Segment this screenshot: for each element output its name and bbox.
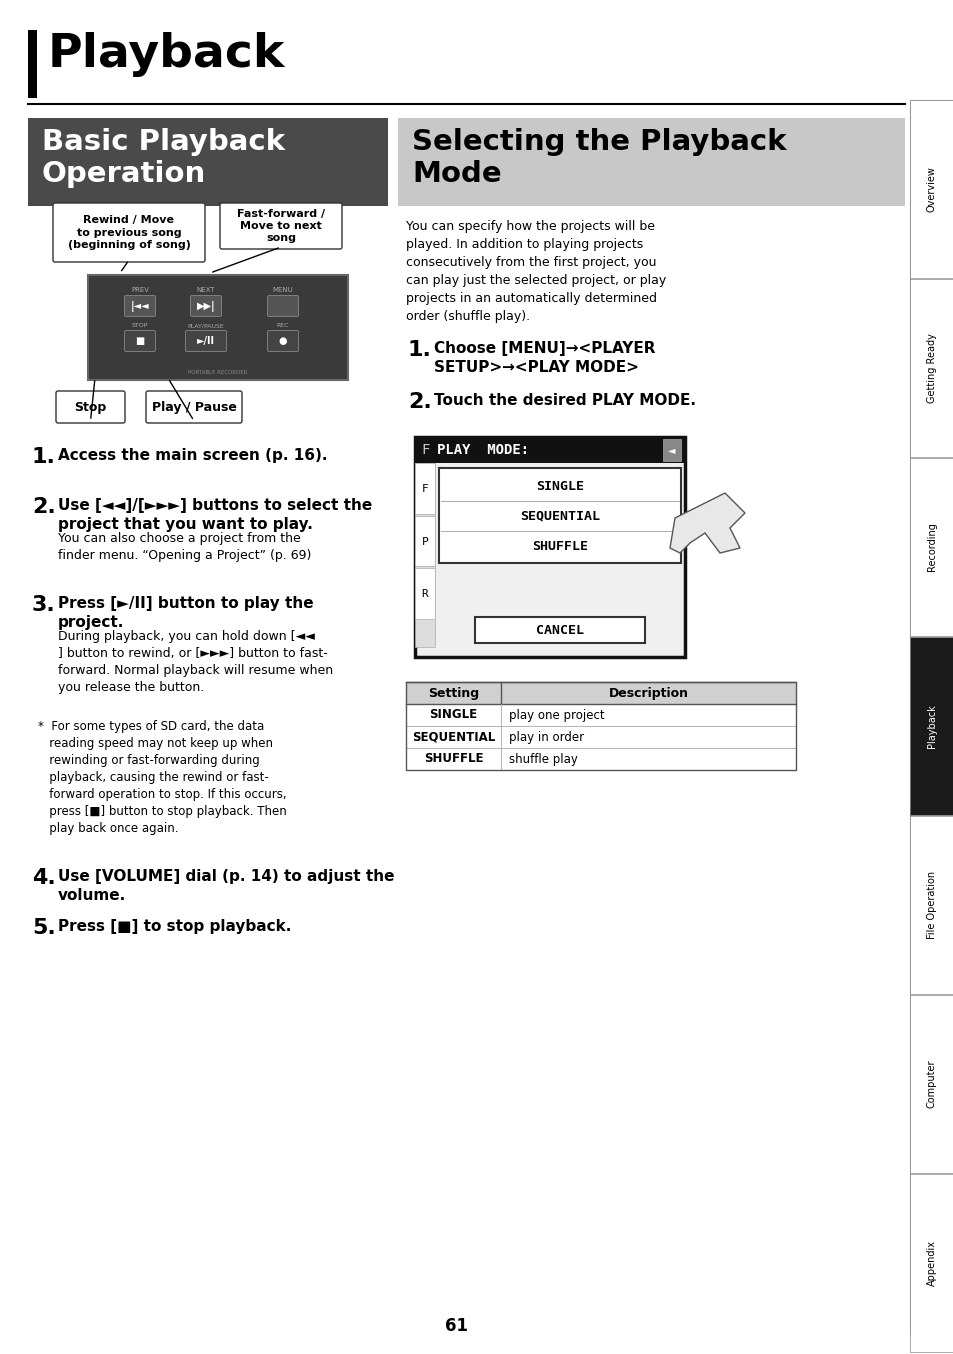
Text: Play / Pause: Play / Pause: [152, 401, 236, 413]
Text: You can specify how the projects will be
played. In addition to playing projects: You can specify how the projects will be…: [406, 219, 665, 324]
FancyBboxPatch shape: [56, 391, 125, 422]
Bar: [909, 816, 953, 994]
Text: SHUFFLE: SHUFFLE: [423, 753, 483, 765]
Bar: [406, 682, 795, 704]
Bar: [415, 437, 684, 463]
Bar: [415, 463, 435, 513]
Bar: [415, 437, 684, 657]
Text: ►/II: ►/II: [196, 336, 214, 347]
Text: Appendix: Appendix: [926, 1240, 936, 1286]
Text: 4.: 4.: [32, 868, 55, 888]
Bar: [397, 118, 904, 206]
Bar: [88, 275, 348, 380]
Polygon shape: [669, 493, 744, 552]
Text: Playback: Playback: [48, 32, 285, 77]
FancyBboxPatch shape: [267, 330, 298, 352]
FancyBboxPatch shape: [125, 295, 155, 317]
Text: ■: ■: [135, 336, 145, 347]
Bar: [909, 458, 953, 636]
Text: SINGLE: SINGLE: [429, 708, 477, 722]
Text: Use [VOLUME] dial (p. 14) to adjust the
volume.: Use [VOLUME] dial (p. 14) to adjust the …: [58, 869, 395, 903]
Bar: [909, 100, 953, 1334]
Text: 2.: 2.: [408, 393, 432, 412]
Bar: [909, 636, 953, 815]
Text: During playback, you can hold down [◄◄
] button to rewind, or [►►►] button to fa: During playback, you can hold down [◄◄ ]…: [58, 630, 333, 695]
Bar: [909, 279, 953, 458]
Bar: [28, 30, 37, 97]
FancyBboxPatch shape: [267, 295, 298, 317]
Text: 2.: 2.: [32, 497, 55, 517]
Bar: [662, 439, 680, 460]
Bar: [438, 468, 680, 563]
Text: Recording: Recording: [926, 523, 936, 571]
Text: 3.: 3.: [32, 594, 55, 615]
Text: F: F: [420, 443, 429, 458]
Bar: [415, 516, 435, 566]
Bar: [415, 463, 435, 647]
Text: SEQUENTIAL: SEQUENTIAL: [412, 731, 495, 743]
Text: SEQUENTIAL: SEQUENTIAL: [519, 509, 599, 523]
Text: Playback: Playback: [926, 704, 936, 747]
Text: Stop: Stop: [74, 401, 107, 413]
Text: You can also choose a project from the
finder menu. “Opening a Project” (p. 69): You can also choose a project from the f…: [58, 532, 311, 562]
Text: Basic Playback
Operation: Basic Playback Operation: [42, 129, 285, 188]
Text: PLAY  MODE:: PLAY MODE:: [436, 443, 529, 458]
Text: CANCEL: CANCEL: [536, 623, 583, 636]
Text: 5.: 5.: [32, 918, 55, 938]
Text: Description: Description: [608, 686, 688, 700]
Text: shuffle play: shuffle play: [509, 753, 578, 765]
Bar: [475, 617, 644, 643]
Text: MENU: MENU: [273, 287, 294, 292]
Text: SHUFFLE: SHUFFLE: [532, 539, 587, 552]
FancyBboxPatch shape: [185, 330, 226, 352]
FancyBboxPatch shape: [146, 391, 242, 422]
Text: ●: ●: [278, 336, 287, 347]
Bar: [909, 100, 953, 278]
Bar: [415, 569, 435, 619]
Text: File Operation: File Operation: [926, 871, 936, 940]
Text: 1.: 1.: [32, 447, 56, 467]
Text: Setting: Setting: [428, 686, 478, 700]
Text: play one project: play one project: [509, 708, 604, 722]
Text: PORTABLE RECORDER: PORTABLE RECORDER: [188, 370, 248, 375]
Text: NEXT: NEXT: [196, 287, 215, 292]
Text: |◄◄: |◄◄: [131, 301, 150, 311]
Text: Touch the desired PLAY MODE.: Touch the desired PLAY MODE.: [434, 393, 696, 408]
FancyBboxPatch shape: [191, 295, 221, 317]
Bar: [909, 1174, 953, 1353]
Text: Access the main screen (p. 16).: Access the main screen (p. 16).: [58, 448, 327, 463]
Bar: [909, 995, 953, 1173]
Text: Press [►/II] button to play the
project.: Press [►/II] button to play the project.: [58, 596, 314, 630]
FancyBboxPatch shape: [125, 330, 155, 352]
Text: ◄: ◄: [667, 445, 675, 455]
Text: R: R: [421, 589, 428, 600]
Text: SINGLE: SINGLE: [536, 479, 583, 493]
Text: P: P: [421, 536, 428, 547]
Text: Use [◄◄]/[►►►] buttons to select the
project that you want to play.: Use [◄◄]/[►►►] buttons to select the pro…: [58, 498, 372, 532]
Text: Fast-forward /
Move to next
song: Fast-forward / Move to next song: [236, 209, 325, 244]
Text: ▶▶|: ▶▶|: [196, 301, 215, 311]
Text: STOP: STOP: [132, 324, 148, 328]
Text: F: F: [421, 485, 428, 494]
Text: *  For some types of SD card, the data
   reading speed may not keep up when
   : * For some types of SD card, the data re…: [38, 720, 287, 835]
Text: Computer: Computer: [926, 1060, 936, 1109]
Text: PLAY/PAUSE: PLAY/PAUSE: [188, 324, 224, 328]
Text: Selecting the Playback
Mode: Selecting the Playback Mode: [412, 129, 786, 188]
Bar: [28, 118, 388, 206]
Text: 1.: 1.: [408, 340, 432, 360]
FancyBboxPatch shape: [220, 203, 341, 249]
Text: Press [■] to stop playback.: Press [■] to stop playback.: [58, 919, 291, 934]
Text: REC: REC: [276, 324, 289, 328]
Text: Rewind / Move
to previous song
(beginning of song): Rewind / Move to previous song (beginnin…: [68, 215, 191, 250]
Text: Getting Ready: Getting Ready: [926, 333, 936, 403]
Bar: [406, 682, 795, 770]
Text: Overview: Overview: [926, 167, 936, 213]
Text: Choose [MENU]→<PLAYER
SETUP>→<PLAY MODE>: Choose [MENU]→<PLAYER SETUP>→<PLAY MODE>: [434, 341, 655, 375]
Text: PREV: PREV: [131, 287, 149, 292]
Text: 61: 61: [445, 1317, 468, 1335]
FancyBboxPatch shape: [53, 203, 205, 263]
Text: play in order: play in order: [509, 731, 583, 743]
